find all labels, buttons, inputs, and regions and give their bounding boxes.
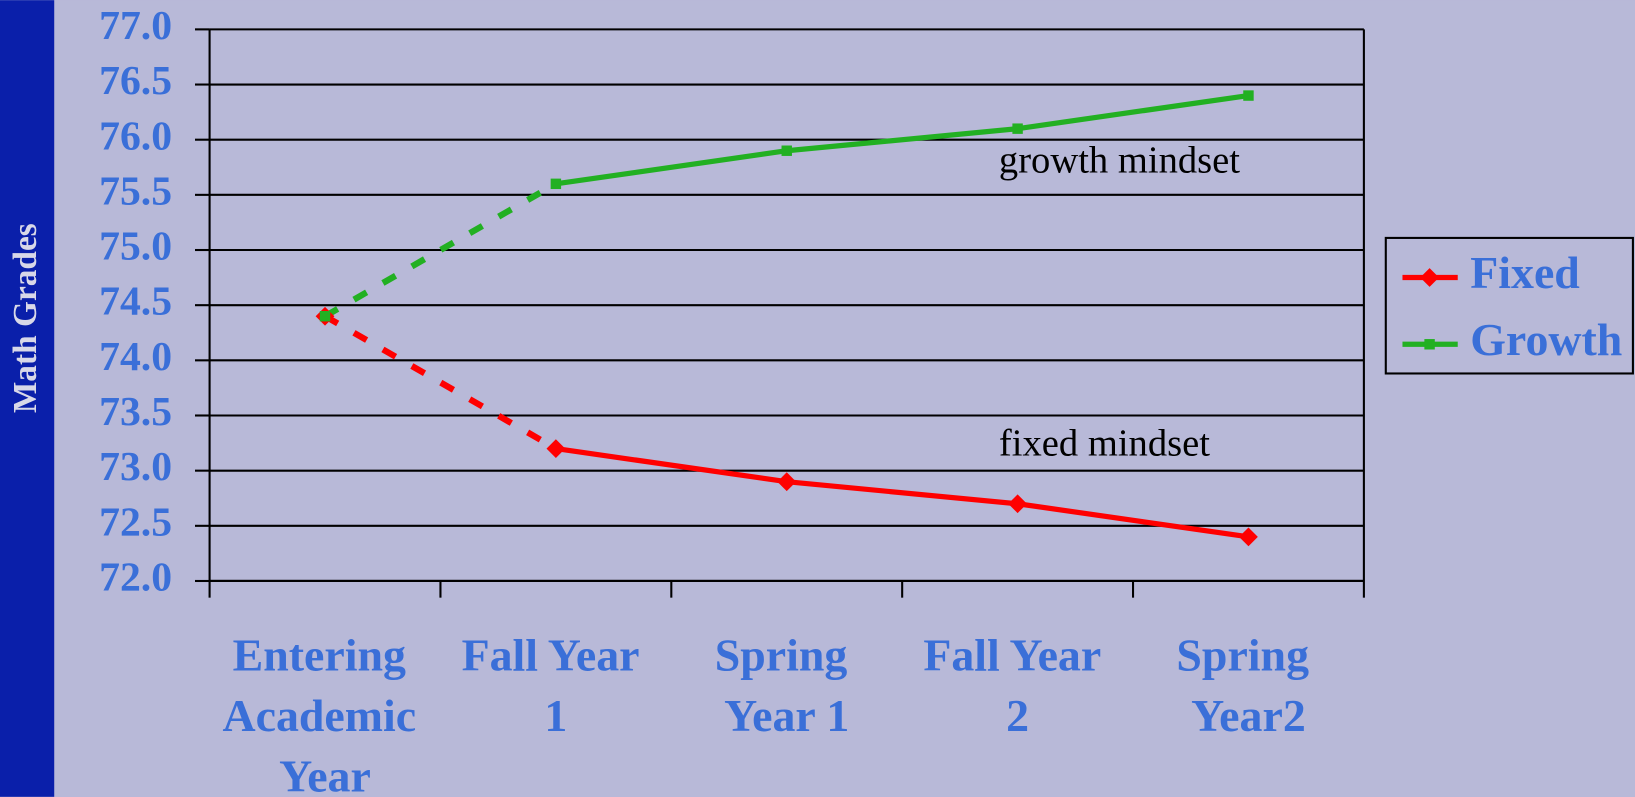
series-line-dashed [323,181,558,319]
annotation: growth mindset [999,140,1240,182]
y-tick-label: 75.5 [99,168,172,214]
y-tick-label: 72.5 [99,499,172,545]
marker [1008,494,1027,514]
marker [546,439,566,458]
series-line [555,92,1249,187]
marker [1012,123,1023,134]
legend-marker [1420,268,1439,287]
legend-label: Growth [1470,314,1622,365]
x-tick-label: Spring Year2 [1176,630,1320,741]
series-line-dashed [323,313,558,452]
y-tick-label: 73.0 [99,444,172,490]
y-tick-label: 74.5 [99,279,172,325]
marker [1239,527,1258,547]
x-tick-label: Fall Year 2 [923,630,1112,741]
y-tick-label: 72.0 [99,555,172,601]
marker [1243,90,1254,101]
marker [550,178,562,190]
y-tick-label: 76.5 [99,58,172,104]
series-line [555,446,1249,540]
marker [781,145,792,156]
marker [777,472,797,492]
legend-label: Fixed [1470,247,1580,298]
annotation: fixed mindset [999,422,1210,464]
y-tick-label: 77.0 [99,3,172,49]
y-tick-label: 75.0 [99,224,172,270]
x-tick-label: Fall Year 1 [462,630,651,741]
legend-marker [1424,339,1435,350]
y-tick-label: 74.0 [99,334,172,380]
x-tick-label: Spring Year 1 [715,630,859,741]
y-tick-label: 73.5 [99,389,172,435]
legend-box [1384,236,1634,375]
side-strip [0,0,55,797]
y-axis-title: Math Grades [7,223,44,413]
x-tick-label: Entering Academic Year [222,630,427,797]
marker [319,310,331,322]
y-tick-label: 76.0 [99,113,172,159]
